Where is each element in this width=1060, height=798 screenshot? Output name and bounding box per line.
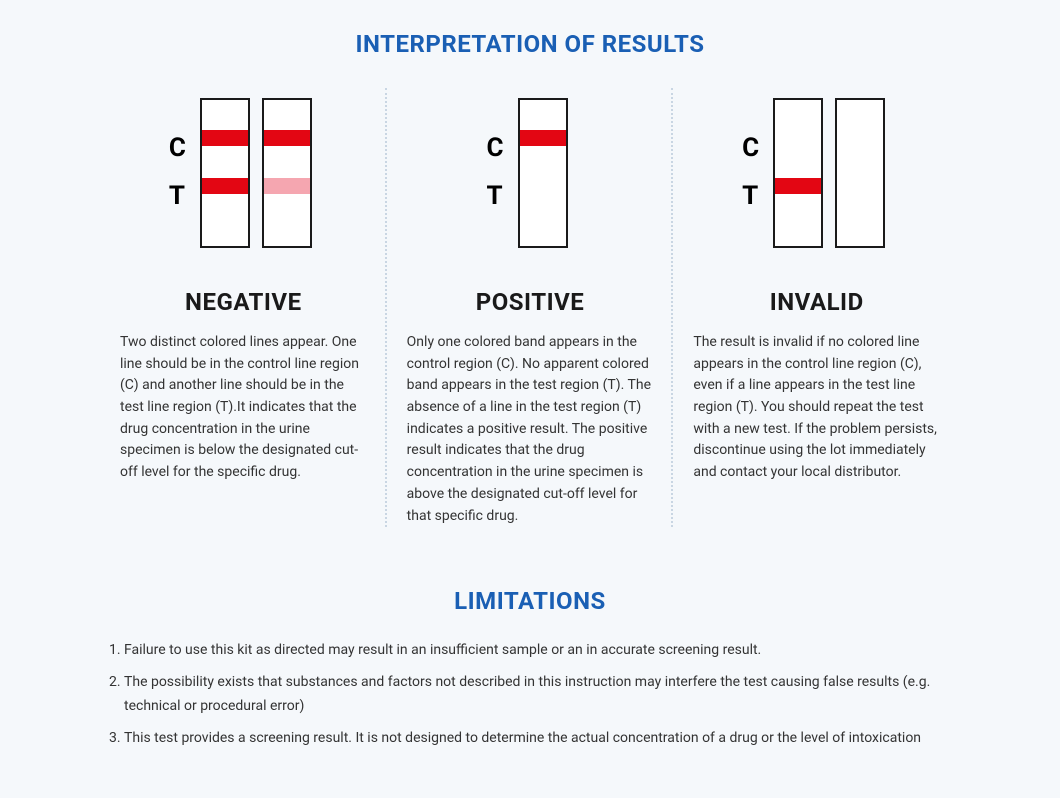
page: INTERPRETATION OF RESULTS C T NEGATIVE T… [0, 0, 1060, 798]
negative-diagram: C T [120, 88, 367, 268]
positive-text: Only one colored band appears in the con… [407, 332, 654, 527]
test-strip-icon [835, 98, 885, 248]
label-c: C [742, 124, 759, 172]
negative-heading: NEGATIVE [120, 288, 367, 316]
limitations-list: Failure to use this kit as directed may … [100, 639, 960, 750]
limitation-item: Failure to use this kit as directed may … [124, 639, 960, 663]
limitation-item: The possibility exists that substances a… [124, 671, 960, 719]
strip-labels: C T [487, 98, 504, 220]
t-band-icon [202, 178, 248, 194]
test-strip-icon [773, 98, 823, 248]
limitations-title: LIMITATIONS [100, 587, 960, 615]
results-row: C T NEGATIVE Two distinct colored lines … [100, 88, 960, 527]
limitation-item: This test provides a screening result. I… [124, 727, 960, 751]
t-band-icon [775, 178, 821, 194]
c-band-icon [202, 130, 248, 146]
label-t: T [169, 172, 186, 220]
c-band-icon [520, 130, 566, 146]
result-positive: C T POSITIVE Only one colored band appea… [387, 88, 674, 527]
label-c: C [487, 124, 504, 172]
invalid-heading: INVALID [693, 288, 940, 316]
label-c: C [169, 124, 186, 172]
result-negative: C T NEGATIVE Two distinct colored lines … [100, 88, 387, 527]
label-t: T [742, 172, 759, 220]
invalid-text: The result is invalid if no colored line… [693, 332, 940, 484]
positive-diagram: C T [407, 88, 654, 268]
main-title: INTERPRETATION OF RESULTS [100, 30, 960, 58]
negative-text: Two distinct colored lines appear. One l… [120, 332, 367, 484]
strip-labels: C T [742, 98, 759, 220]
test-strip-icon [262, 98, 312, 248]
result-invalid: C T INVALID The result is invalid if no … [673, 88, 960, 527]
t-band-icon [264, 178, 310, 194]
positive-heading: POSITIVE [407, 288, 654, 316]
c-band-icon [264, 130, 310, 146]
strip-labels: C T [169, 98, 186, 220]
label-t: T [487, 172, 504, 220]
test-strip-icon [518, 98, 568, 248]
invalid-diagram: C T [693, 88, 940, 268]
test-strip-icon [200, 98, 250, 248]
